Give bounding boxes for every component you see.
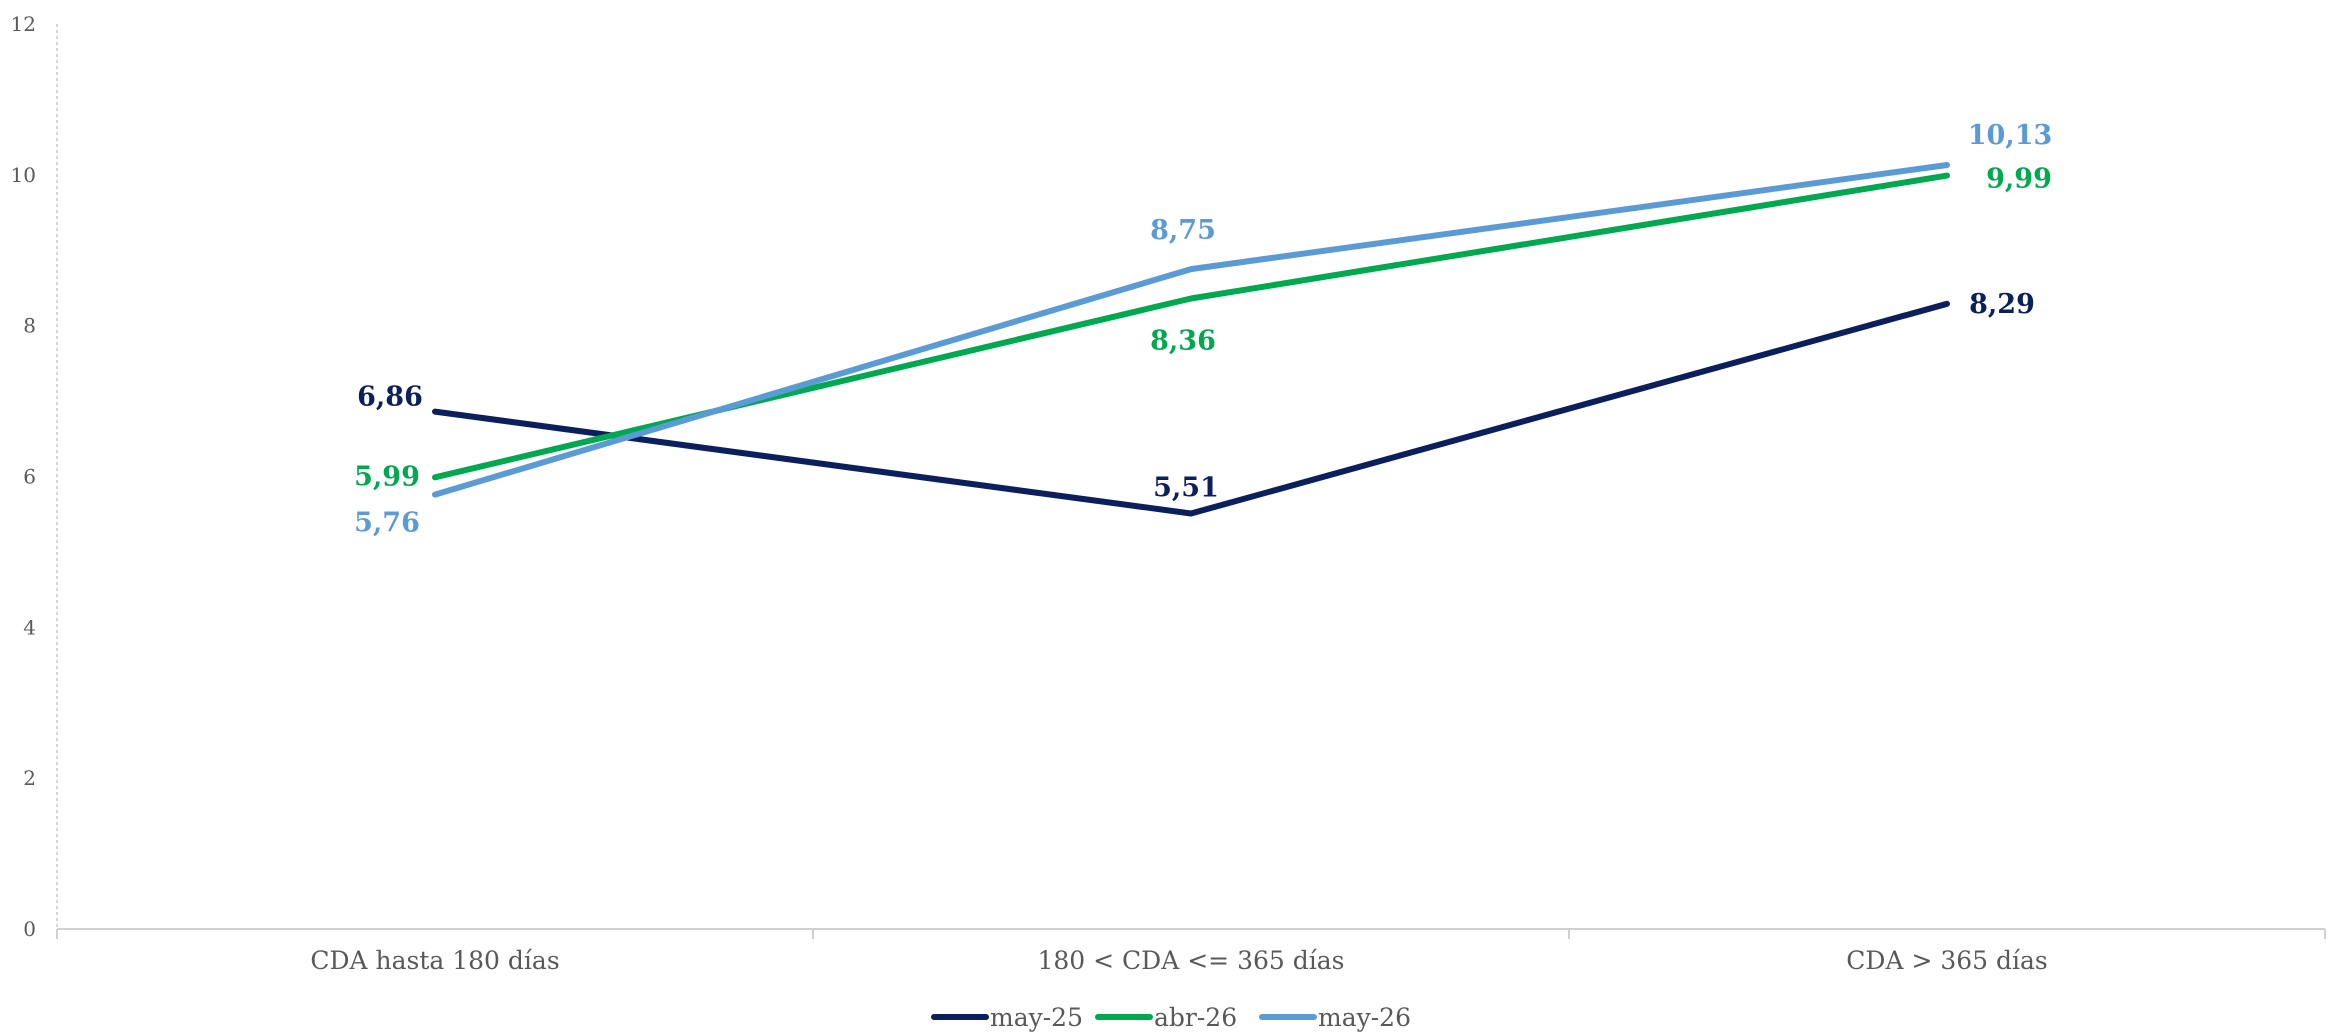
y-tick-label: 2 [23,766,36,790]
y-tick-label: 6 [23,465,36,489]
legend-label-may-26: may-26 [1318,1003,1411,1032]
series-lines [432,162,1950,517]
legend-label-abr-26: abr-26 [1154,1003,1237,1032]
series-line-may-26 [432,162,1950,498]
y-tick-label: 0 [23,917,36,941]
data-label-may-25: 8,29 [1969,289,2035,320]
data-label-may-26: 8,75 [1150,215,1216,246]
data-label-may-25: 6,86 [357,382,423,413]
x-tick-label: CDA hasta 180 días [310,946,559,975]
y-tick-label: 4 [23,615,36,639]
legend: may-25 abr-26 may-26 [931,1003,1411,1032]
data-label-abr-26: 5,99 [354,461,420,492]
y-tick-label: 10 [11,163,36,187]
x-tick-label: CDA > 365 días [1846,946,2047,975]
data-label-may-26: 10,13 [1968,120,2053,151]
axes: 0 2 4 6 8 10 12 CDA hasta 180 días 180 < CDA <= … [11,12,2326,975]
series-line-may-25 [432,300,1950,517]
data-label-may-25: 5,51 [1153,472,1219,503]
data-label-may-26: 5,76 [354,508,420,539]
data-labels: 6,86 5,51 8,29 5,99 8,36 9,99 5,76 8,75 10,13 [354,120,2052,539]
x-tick-label: 180 < CDA <= 365 días [1038,946,1345,975]
data-label-abr-26: 9,99 [1986,164,2052,195]
y-tick-label: 12 [11,12,36,36]
y-tick-label: 8 [23,314,36,338]
data-label-abr-26: 8,36 [1150,326,1216,357]
legend-label-may-25: may-25 [990,1003,1083,1032]
